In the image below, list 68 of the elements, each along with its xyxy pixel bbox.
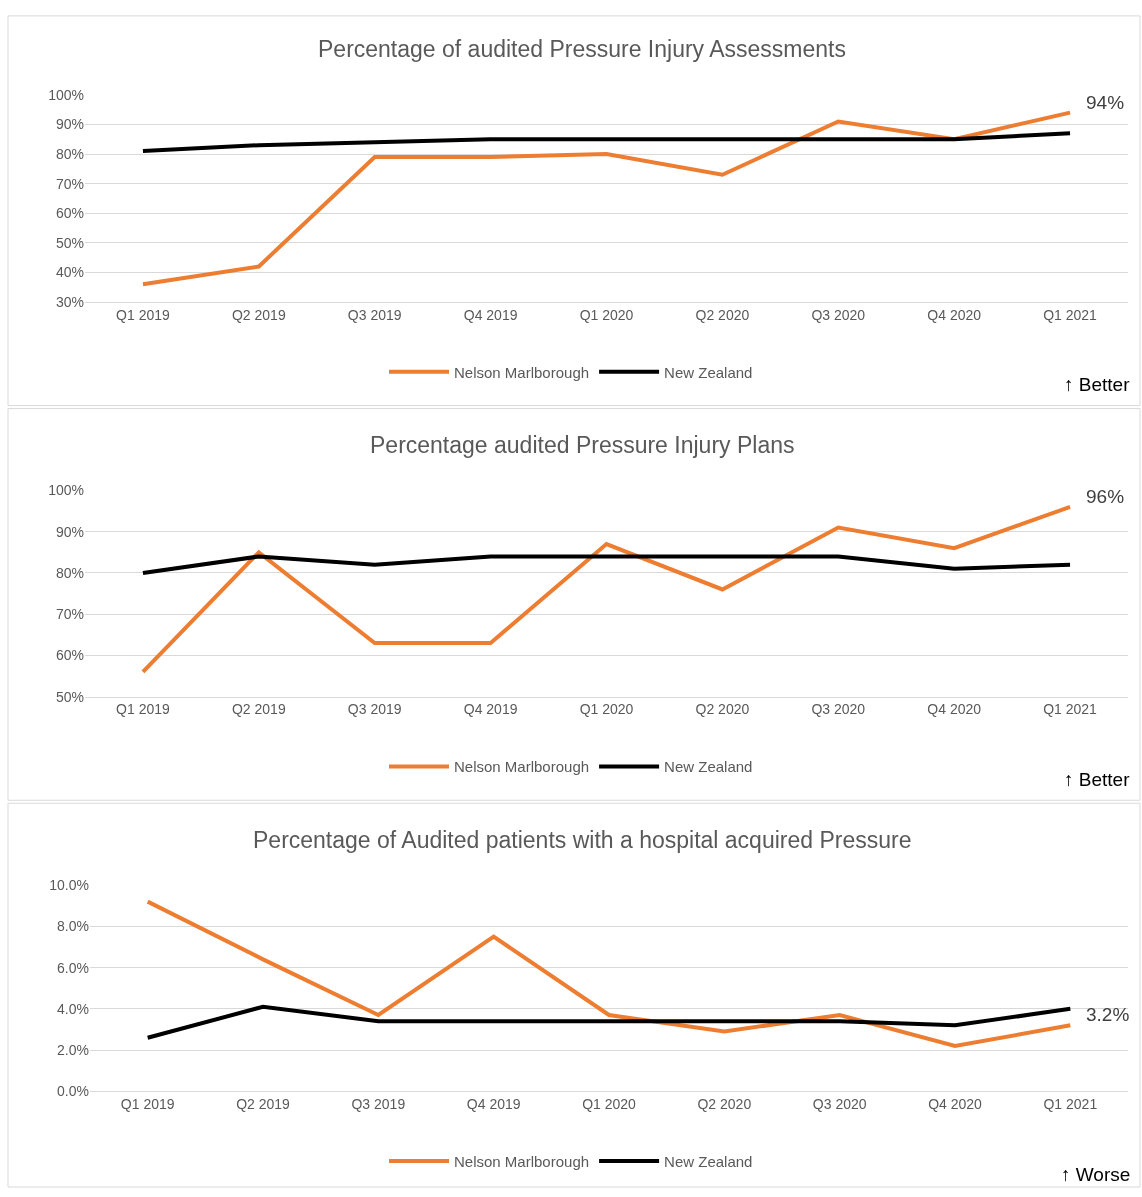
legend-label: Nelson Marlborough — [454, 1152, 590, 1170]
x-tick-label: Q1 2020 — [579, 306, 634, 323]
x-tick-label: Q3 2019 — [351, 1096, 406, 1113]
x-tick-label: Q4 2019 — [463, 306, 518, 323]
legend-label: Nelson Marlborough — [454, 758, 590, 776]
y-tick-label: 50% — [55, 688, 84, 705]
x-tick-label: Q4 2020 — [928, 1096, 983, 1113]
y-tick-label: 90% — [55, 116, 84, 133]
y-tick-label: 100% — [48, 482, 84, 499]
chart-title: Percentage audited Pressure Injury Plans — [370, 432, 795, 458]
line-series — [140, 504, 1073, 674]
legend-label: New Zealand — [664, 1152, 753, 1170]
text: ↑ Better — [1064, 374, 1131, 395]
y-tick-label: 80% — [55, 564, 84, 581]
x-tick-label: Q2 2019 — [231, 701, 286, 718]
legend-label: New Zealand — [664, 758, 753, 776]
y-tick-label: 80% — [55, 145, 84, 162]
y-tick-label: 60% — [55, 647, 84, 664]
legend-label: Nelson Marlborough — [454, 363, 590, 381]
x-tick-label: Q3 2020 — [812, 1096, 867, 1113]
x-tick-label: Q2 2019 — [231, 306, 286, 323]
x-tick-label: Q3 2019 — [347, 306, 402, 323]
x-tick-label: Q1 2019 — [116, 306, 170, 323]
x-tick-label: Q2 2019 — [236, 1096, 291, 1113]
y-tick-label: 10.0% — [49, 877, 89, 894]
y-tick-label: 40% — [55, 264, 84, 281]
y-tick-label: 50% — [55, 234, 84, 251]
x-tick-label: Q1 2020 — [582, 1096, 637, 1113]
x-tick-label: Q4 2019 — [463, 701, 518, 718]
x-tick-label: Q3 2019 — [347, 701, 402, 718]
annotation: 96% — [1086, 486, 1125, 507]
text: ↑ Worse — [1061, 1164, 1131, 1185]
y-tick-label: 70% — [55, 175, 84, 192]
y-tick-label: 6.0% — [57, 959, 89, 976]
line-series — [145, 899, 1073, 1048]
annotation: 3.2% — [1086, 1004, 1130, 1025]
chart-title: Percentage of audited Pressure Injury Assessments — [318, 36, 847, 62]
line-series — [145, 1004, 1073, 1040]
y-tick-label: 0.0% — [57, 1083, 89, 1100]
x-tick-label: Q3 2020 — [811, 701, 866, 718]
x-tick-label: Q4 2020 — [927, 701, 982, 718]
line-series — [140, 554, 1073, 575]
x-tick-label: Q1 2021 — [1043, 306, 1098, 323]
x-tick-label: Q2 2020 — [695, 306, 750, 323]
x-tick-label: Q2 2020 — [695, 701, 750, 718]
y-tick-label: 8.0% — [57, 918, 89, 935]
x-tick-label: Q1 2021 — [1043, 1096, 1098, 1113]
x-tick-label: Q4 2019 — [466, 1096, 521, 1113]
x-tick-label: Q1 2021 — [1043, 701, 1098, 718]
line-series — [140, 131, 1073, 154]
y-tick-label: 60% — [55, 205, 84, 222]
y-tick-label: 4.0% — [57, 1000, 89, 1017]
x-tick-label: Q1 2019 — [120, 1096, 175, 1113]
y-tick-label: 70% — [55, 606, 84, 623]
x-tick-label: Q4 2020 — [927, 306, 982, 323]
y-tick-label: 30% — [55, 293, 84, 310]
annotation: 94% — [1086, 92, 1125, 113]
x-tick-label: Q2 2020 — [697, 1096, 752, 1113]
text: ↑ Better — [1064, 769, 1131, 790]
y-tick-label: 100% — [48, 86, 84, 103]
x-tick-label: Q1 2020 — [579, 701, 634, 718]
legend-label: New Zealand — [664, 363, 753, 381]
x-tick-label: Q1 2019 — [116, 701, 170, 718]
x-tick-label: Q3 2020 — [811, 306, 866, 323]
y-tick-label: 90% — [55, 523, 84, 540]
line-series — [140, 110, 1073, 287]
y-tick-label: 2.0% — [57, 1041, 89, 1058]
chart-title: Percentage of Audited patients with a hospital acquired Pressure — [253, 827, 912, 853]
